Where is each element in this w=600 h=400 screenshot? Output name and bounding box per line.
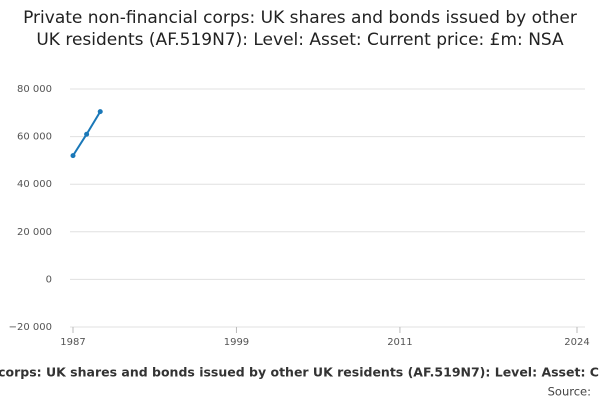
y-tick-label: 0 [46,274,52,285]
point [97,109,103,115]
chart-title: Private non-financial corps: UK shares a… [23,8,577,50]
y-tick-label: 40 000 [17,179,52,190]
x-tick-label: 1987 [60,337,85,348]
x-tick-label: 2024 [564,337,589,348]
source: Source: [548,385,591,399]
x-axis-label: Private non-financial corps: UK shares a… [0,365,600,380]
x-tick-label: 1999 [224,337,249,348]
point [84,131,90,137]
y-tick-label: 60 000 [17,132,52,143]
point [70,153,76,159]
x-tick-label: 2011 [387,337,412,348]
y-tick-label: −20 000 [9,322,52,333]
y-tick-label: 20 000 [17,227,52,238]
y-tick-label: 80 000 [17,84,52,95]
